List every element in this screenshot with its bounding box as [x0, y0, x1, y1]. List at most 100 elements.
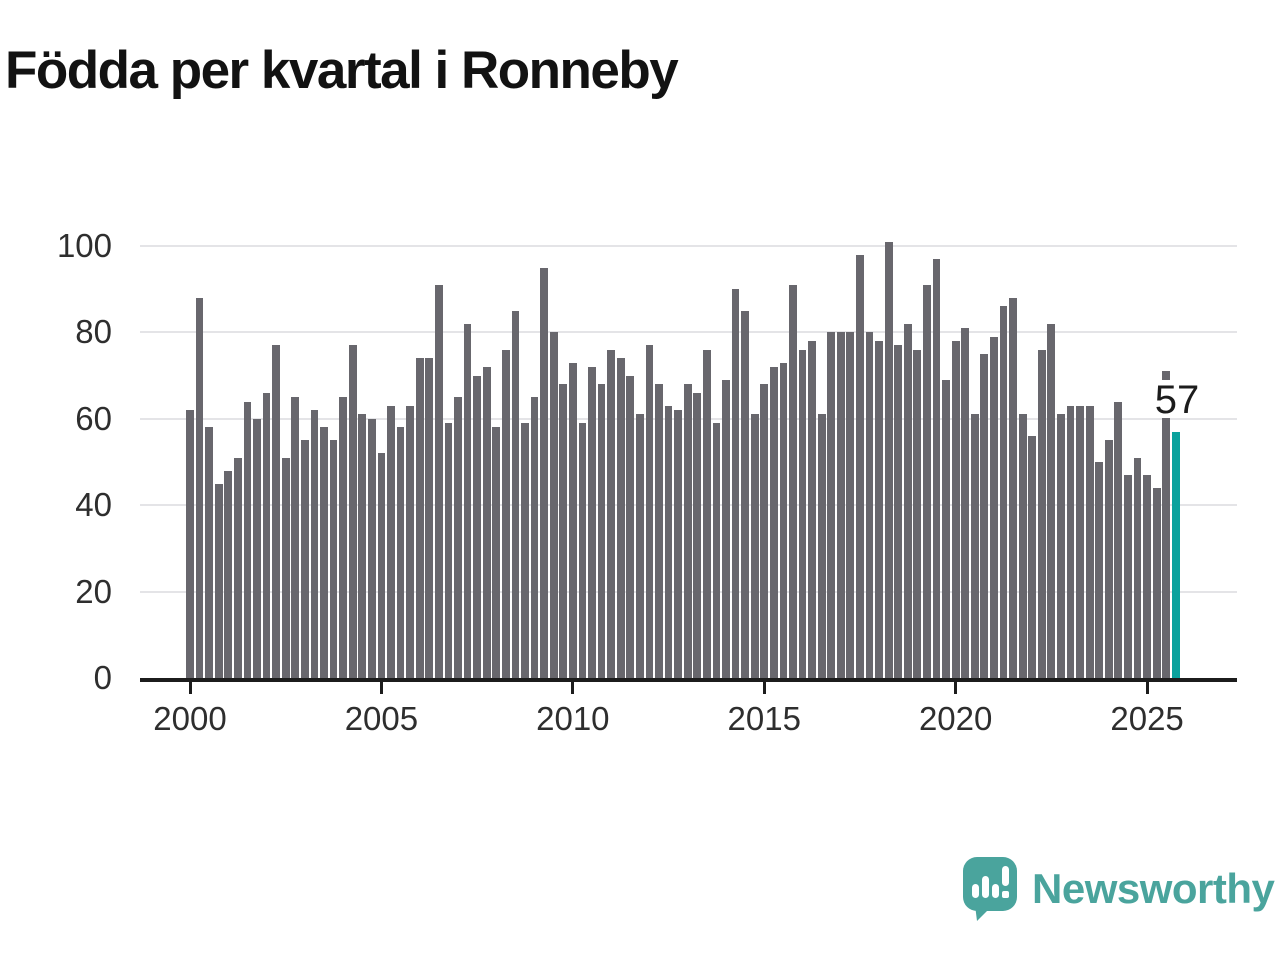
- bar: [702, 349, 711, 678]
- bar: [214, 483, 223, 678]
- bar: [358, 414, 367, 678]
- bar: [760, 384, 769, 678]
- bar: [836, 332, 845, 678]
- bar: [664, 405, 673, 678]
- bar: [1085, 405, 1094, 678]
- bar: [808, 341, 816, 678]
- bar: [913, 349, 922, 678]
- bar: [951, 341, 960, 678]
- bar: [1018, 414, 1027, 678]
- y-tick-label: 20: [75, 572, 112, 610]
- x-tick: [379, 682, 383, 694]
- bar: [645, 345, 654, 678]
- bar: [559, 384, 568, 678]
- bar: [750, 414, 759, 678]
- bar: [521, 423, 529, 678]
- bar: [1095, 462, 1104, 678]
- bar: [1152, 487, 1161, 678]
- bar: [789, 284, 797, 678]
- bar: [1009, 297, 1017, 678]
- bar: [281, 457, 290, 678]
- bar: [348, 345, 357, 678]
- bar: [205, 427, 214, 678]
- bar: [722, 379, 730, 678]
- bar: [932, 258, 941, 678]
- bar: [1066, 405, 1075, 678]
- bar-highlight: [1171, 431, 1180, 678]
- bar: [463, 323, 472, 678]
- bar: [693, 392, 702, 678]
- bar: [492, 427, 501, 678]
- bar: [999, 306, 1008, 678]
- x-tick-label: 2010: [536, 700, 610, 737]
- bar: [865, 332, 874, 678]
- newsworthy-logo-icon: [963, 857, 1017, 921]
- bar: [942, 379, 950, 678]
- bar: [473, 375, 482, 678]
- bar: [415, 358, 424, 678]
- bar: [272, 345, 281, 678]
- x-tick: [954, 682, 958, 694]
- bar: [454, 397, 462, 678]
- y-tick-label: 80: [75, 313, 112, 351]
- bar: [1037, 349, 1046, 678]
- bar: [875, 341, 883, 678]
- bar: [530, 397, 539, 678]
- bar: [655, 384, 663, 678]
- bar: [1104, 440, 1113, 678]
- bar: [683, 384, 692, 678]
- newsworthy-logo: Newsworthy: [963, 857, 1275, 921]
- y-tick-label: 60: [75, 399, 112, 437]
- bar: [320, 427, 328, 678]
- bar: [511, 310, 520, 678]
- bar: [310, 410, 319, 678]
- bar: [817, 414, 826, 678]
- bar: [540, 267, 549, 678]
- last-value-label: 57: [1154, 378, 1200, 422]
- bar: [846, 332, 855, 678]
- bar: [291, 397, 300, 678]
- bar: [568, 362, 577, 678]
- bar: [769, 366, 778, 678]
- x-tick-label: 2015: [727, 700, 801, 737]
- bar: [1143, 474, 1151, 678]
- x-tick: [1145, 682, 1149, 694]
- bar: [339, 397, 348, 678]
- bar: [262, 392, 271, 678]
- bar: [434, 284, 443, 678]
- bar: [1028, 436, 1037, 678]
- x-tick: [571, 682, 575, 694]
- bar: [961, 328, 970, 678]
- bar: [425, 358, 434, 678]
- last-value-annotation: 57: [1146, 380, 1208, 420]
- bar: [980, 354, 989, 678]
- bar: [616, 358, 625, 678]
- bar: [300, 440, 309, 678]
- bar: [377, 453, 386, 678]
- bar: [1076, 405, 1084, 678]
- bar: [367, 418, 376, 678]
- bar: [607, 349, 616, 678]
- bar: [635, 414, 644, 678]
- bar: [1057, 414, 1065, 678]
- bar: [894, 345, 903, 678]
- bar: [1047, 323, 1056, 678]
- bar: [233, 457, 242, 678]
- bar: [406, 405, 415, 678]
- bar: [253, 418, 261, 678]
- bar: [923, 284, 931, 678]
- bar: [856, 254, 864, 678]
- bar: [1124, 474, 1132, 678]
- bar: [243, 401, 252, 678]
- bar: [224, 470, 233, 678]
- bar: [195, 297, 204, 678]
- bar: [674, 410, 683, 678]
- bar: [578, 423, 587, 678]
- x-tick-label: 2025: [1110, 700, 1184, 737]
- bar: [903, 323, 912, 678]
- bar: [1133, 457, 1142, 678]
- bar: [798, 349, 807, 678]
- bar: [482, 366, 491, 678]
